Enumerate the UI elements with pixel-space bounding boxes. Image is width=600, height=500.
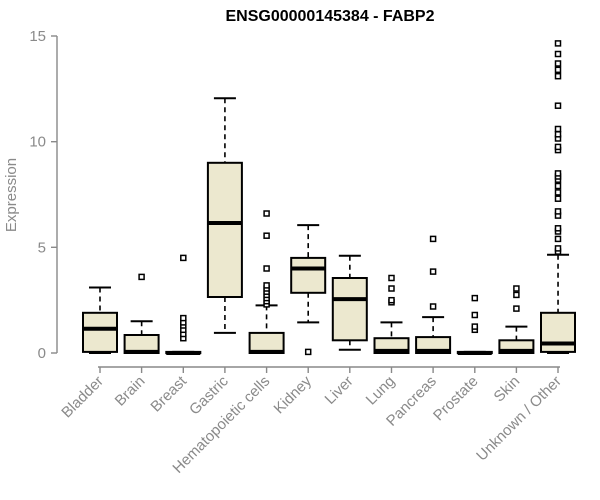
- x-label-breast: Breast: [147, 372, 190, 415]
- x-label-brain: Brain: [112, 373, 149, 410]
- outlier-point: [554, 170, 562, 177]
- outlier-point: [304, 348, 312, 356]
- outlier-point: [471, 311, 479, 319]
- boxplot-brain: [123, 273, 160, 354]
- y-tick-label: 0: [38, 345, 46, 362]
- outlier-point: [554, 125, 562, 133]
- outlier-point: [554, 131, 562, 138]
- outlier-point: [554, 189, 562, 196]
- boxplot-breast: [165, 254, 202, 355]
- iqr-box: [331, 277, 368, 342]
- boxplot-unknown-other: [540, 40, 576, 354]
- x-label-bladder: Bladder: [58, 373, 107, 422]
- outlier-point: [554, 50, 562, 58]
- outlier-point: [554, 182, 562, 190]
- y-tick-label: 5: [38, 239, 46, 256]
- x-label-prostate: Prostate: [430, 373, 482, 425]
- outlier-point: [263, 210, 270, 217]
- y-axis-title: Expression: [3, 158, 20, 232]
- outlier-point: [263, 282, 270, 289]
- outlier-point: [554, 72, 562, 80]
- y-tick-label: 15: [29, 28, 46, 45]
- y-tick-label: 10: [29, 134, 46, 151]
- x-label-skin: Skin: [491, 373, 524, 406]
- outlier-point: [554, 225, 562, 232]
- outlier-point: [471, 294, 479, 302]
- outlier-point: [180, 254, 187, 262]
- iqr-box: [206, 161, 243, 298]
- outlier-point: [263, 265, 270, 272]
- boxplot-lung: [373, 274, 410, 355]
- outlier-point: [429, 268, 437, 275]
- boxplot-hematopoietic-cells: [248, 210, 285, 354]
- boxplot-gastric: [206, 97, 243, 334]
- boxplot-bladder: [82, 286, 118, 354]
- iqr-box: [540, 311, 576, 353]
- boxplots: [82, 40, 576, 356]
- axes: [51, 35, 560, 373]
- x-label-lung: Lung: [363, 373, 399, 409]
- outlier-point: [554, 66, 562, 74]
- outlier-point: [513, 305, 520, 312]
- boxplot-skin: [498, 285, 535, 354]
- outlier-point: [388, 274, 395, 282]
- outlier-point: [513, 285, 520, 292]
- x-label-liver: Liver: [322, 373, 357, 408]
- outlier-point: [554, 235, 562, 243]
- outlier-point: [554, 143, 562, 151]
- boxplot-kidney: [290, 224, 327, 356]
- outlier-point: [180, 314, 187, 322]
- outlier-point: [554, 195, 562, 202]
- boxplot-pancreas: [415, 235, 452, 355]
- outlier-point: [554, 245, 562, 252]
- x-label-kidney: Kidney: [271, 372, 316, 417]
- outlier-point: [513, 291, 520, 299]
- outlier-point: [388, 296, 395, 304]
- outlier-point: [554, 102, 562, 109]
- outlier-point: [138, 273, 145, 281]
- outlier-point: [263, 232, 270, 239]
- outlier-point: [554, 208, 562, 215]
- boxplot-prostate: [456, 294, 493, 355]
- outlier-point: [554, 60, 562, 67]
- outlier-point: [388, 285, 395, 292]
- iqr-box: [82, 311, 118, 353]
- boxplot-liver: [331, 254, 368, 351]
- outlier-point: [554, 40, 562, 47]
- chart-title: ENSG00000145384 - FABP2: [225, 8, 434, 25]
- outlier-point: [429, 303, 437, 310]
- outlier-point: [471, 323, 479, 330]
- iqr-box: [290, 256, 327, 294]
- outlier-point: [429, 235, 437, 243]
